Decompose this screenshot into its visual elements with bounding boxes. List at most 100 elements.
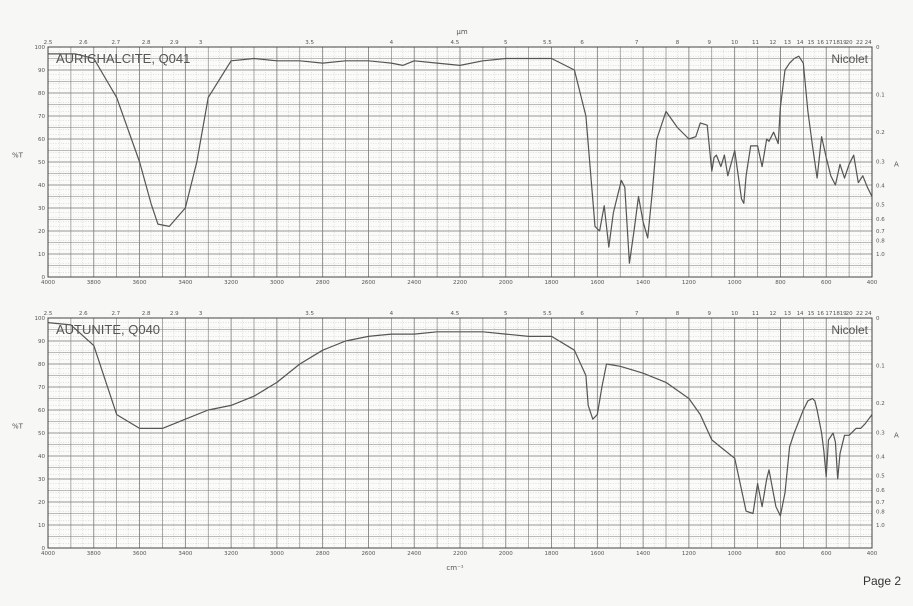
wavelength-tick-label: 5 <box>504 311 508 317</box>
x-tick-labels: 4000 3800 3600 3400 3200 3000 2800 2600 2400 2200… <box>41 551 878 557</box>
wavelength-tick-label: 13 <box>784 40 791 46</box>
x-tick-label: 3800 <box>87 551 101 557</box>
x-tick-label: 2000 <box>499 280 513 286</box>
absorbance-tick-label: 0.8 <box>876 239 885 245</box>
wavelength-tick-label: 2.8 <box>142 40 151 46</box>
x-tick-label: 1800 <box>545 551 559 557</box>
wavelength-tick-label: 2.5 <box>44 40 53 46</box>
x-tick-label: 3400 <box>178 551 192 557</box>
wavelength-tick-label: 22 <box>856 40 863 46</box>
wavelength-tick-label: 2.6 <box>79 311 88 317</box>
absorbance-tick-label: 0.7 <box>876 500 885 506</box>
wavelength-tick-label: 4 <box>390 40 394 46</box>
wavelength-tick-label: 14 <box>797 311 804 317</box>
wavelength-tick-label: 6 <box>580 311 584 317</box>
top-axis-label: μm <box>456 28 467 36</box>
x-tick-label: 2400 <box>407 280 421 286</box>
y-tick-label: 90 <box>38 68 45 74</box>
x-tick-label: 1000 <box>728 551 742 557</box>
y-tick-label: 100 <box>35 45 46 51</box>
y-tick-label: 30 <box>38 206 45 212</box>
y-tick-label: 10 <box>38 252 45 258</box>
y-tick-label: 0 <box>42 546 46 552</box>
grid-major <box>47 317 873 549</box>
x-tick-label: 600 <box>821 551 832 557</box>
absorbance-tick-label: 0.8 <box>876 510 885 516</box>
wavelength-tick-label: 5.5 <box>543 311 552 317</box>
absorbance-tick-label: 0.3 <box>876 160 885 166</box>
x-tick-label: 2200 <box>453 551 467 557</box>
x-tick-label: 2600 <box>361 280 375 286</box>
wavelength-tick-label: 2.7 <box>111 311 120 317</box>
y-axis-label: %T <box>12 151 24 159</box>
x-tick-label: 2200 <box>453 280 467 286</box>
y-tick-label: 80 <box>38 91 45 97</box>
x-tick-label: 4000 <box>41 280 55 286</box>
absorbance-tick-labels: 0 0.1 0.2 0.3 0.4 0.5 0.6 0.7 0.8 1.0 <box>876 316 885 529</box>
wavelength-tick-label: 15 <box>807 40 814 46</box>
wavelength-tick-label: 11 <box>752 40 759 46</box>
x-tick-label: 800 <box>775 280 786 286</box>
absorbance-tick-label: 0.4 <box>876 454 885 460</box>
wavelength-tick-label: 24 <box>865 40 872 46</box>
x-tick-labels: 4000 3800 3600 3400 3200 3000 2800 2600 2400 2200… <box>41 280 878 286</box>
wavelength-tick-label: 2.8 <box>142 311 151 317</box>
wavelength-tick-label: 3 <box>199 311 203 317</box>
y-tick-label: 60 <box>38 408 45 414</box>
y-tick-label: 0 <box>42 275 46 281</box>
y-tick-label: 10 <box>38 523 45 529</box>
wavelength-tick-label: 17 <box>825 311 832 317</box>
x-tick-label: 1200 <box>682 551 696 557</box>
absorbance-tick-label: 0.2 <box>876 401 885 407</box>
y-tick-label: 50 <box>38 431 45 437</box>
y-tick-label: 30 <box>38 477 45 483</box>
x-tick-label: 3200 <box>224 551 238 557</box>
y-tick-label: 20 <box>38 229 45 235</box>
wavelength-tick-label: 2.9 <box>170 311 179 317</box>
wavelength-tick-label: 20 <box>846 40 853 46</box>
absorbance-tick-label: 0.4 <box>876 183 885 189</box>
chart-aurichalcite: 4000 3800 3600 3400 3200 3000 2800 2600 2400 2200… <box>12 28 899 286</box>
wavelength-tick-label: 4.5 <box>451 311 460 317</box>
wavelength-tick-label: 4 <box>390 311 394 317</box>
absorbance-tick-labels: 0 0.1 0.2 0.3 0.4 0.5 0.6 0.7 0.8 1.0 <box>876 45 885 258</box>
wavelength-tick-label: 2.7 <box>111 40 120 46</box>
wavelength-tick-label: 13 <box>784 311 791 317</box>
x-tick-label: 2400 <box>407 551 421 557</box>
plot-frame <box>47 46 873 278</box>
wavelength-tick-label: 15 <box>807 311 814 317</box>
y-tick-label: 50 <box>38 160 45 166</box>
wavelength-tick-label: 10 <box>731 311 738 317</box>
x-tick-label: 400 <box>867 280 878 286</box>
wavelength-tick-label: 3.5 <box>305 40 314 46</box>
x-tick-label: 1000 <box>728 280 742 286</box>
y-axis-label: %T <box>12 422 24 430</box>
spectrum-line <box>47 322 873 517</box>
chart-title: AUTUNITE, Q040 <box>56 322 160 337</box>
source-label: Nicolet <box>831 52 868 66</box>
wavelength-tick-label: 3.5 <box>305 311 314 317</box>
wavelength-tick-label: 17 <box>825 40 832 46</box>
wavelength-tick-label: 9 <box>707 40 711 46</box>
y-tick-label: 20 <box>38 500 45 506</box>
wavelength-tick-label: 6 <box>580 40 584 46</box>
wavelength-tick-label: 16 <box>817 40 824 46</box>
wavelength-tick-label: 18 <box>833 311 840 317</box>
absorbance-tick-label: 0.6 <box>876 217 885 223</box>
absorbance-tick-label: 0 <box>876 45 880 51</box>
y-tick-label: 40 <box>38 183 45 189</box>
x-tick-label: 1400 <box>636 280 650 286</box>
absorbance-tick-label: 1.0 <box>876 252 885 258</box>
wavelength-tick-label: 22 <box>856 311 863 317</box>
right-axis-label: A <box>894 161 899 169</box>
absorbance-tick-label: 0.1 <box>876 363 885 369</box>
x-tick-label: 2800 <box>316 551 330 557</box>
wavelength-tick-label: 24 <box>865 311 872 317</box>
wavelength-tick-label: 16 <box>817 311 824 317</box>
x-tick-label: 3600 <box>133 280 147 286</box>
absorbance-tick-label: 0.2 <box>876 130 885 136</box>
right-axis-label: A <box>894 432 899 440</box>
